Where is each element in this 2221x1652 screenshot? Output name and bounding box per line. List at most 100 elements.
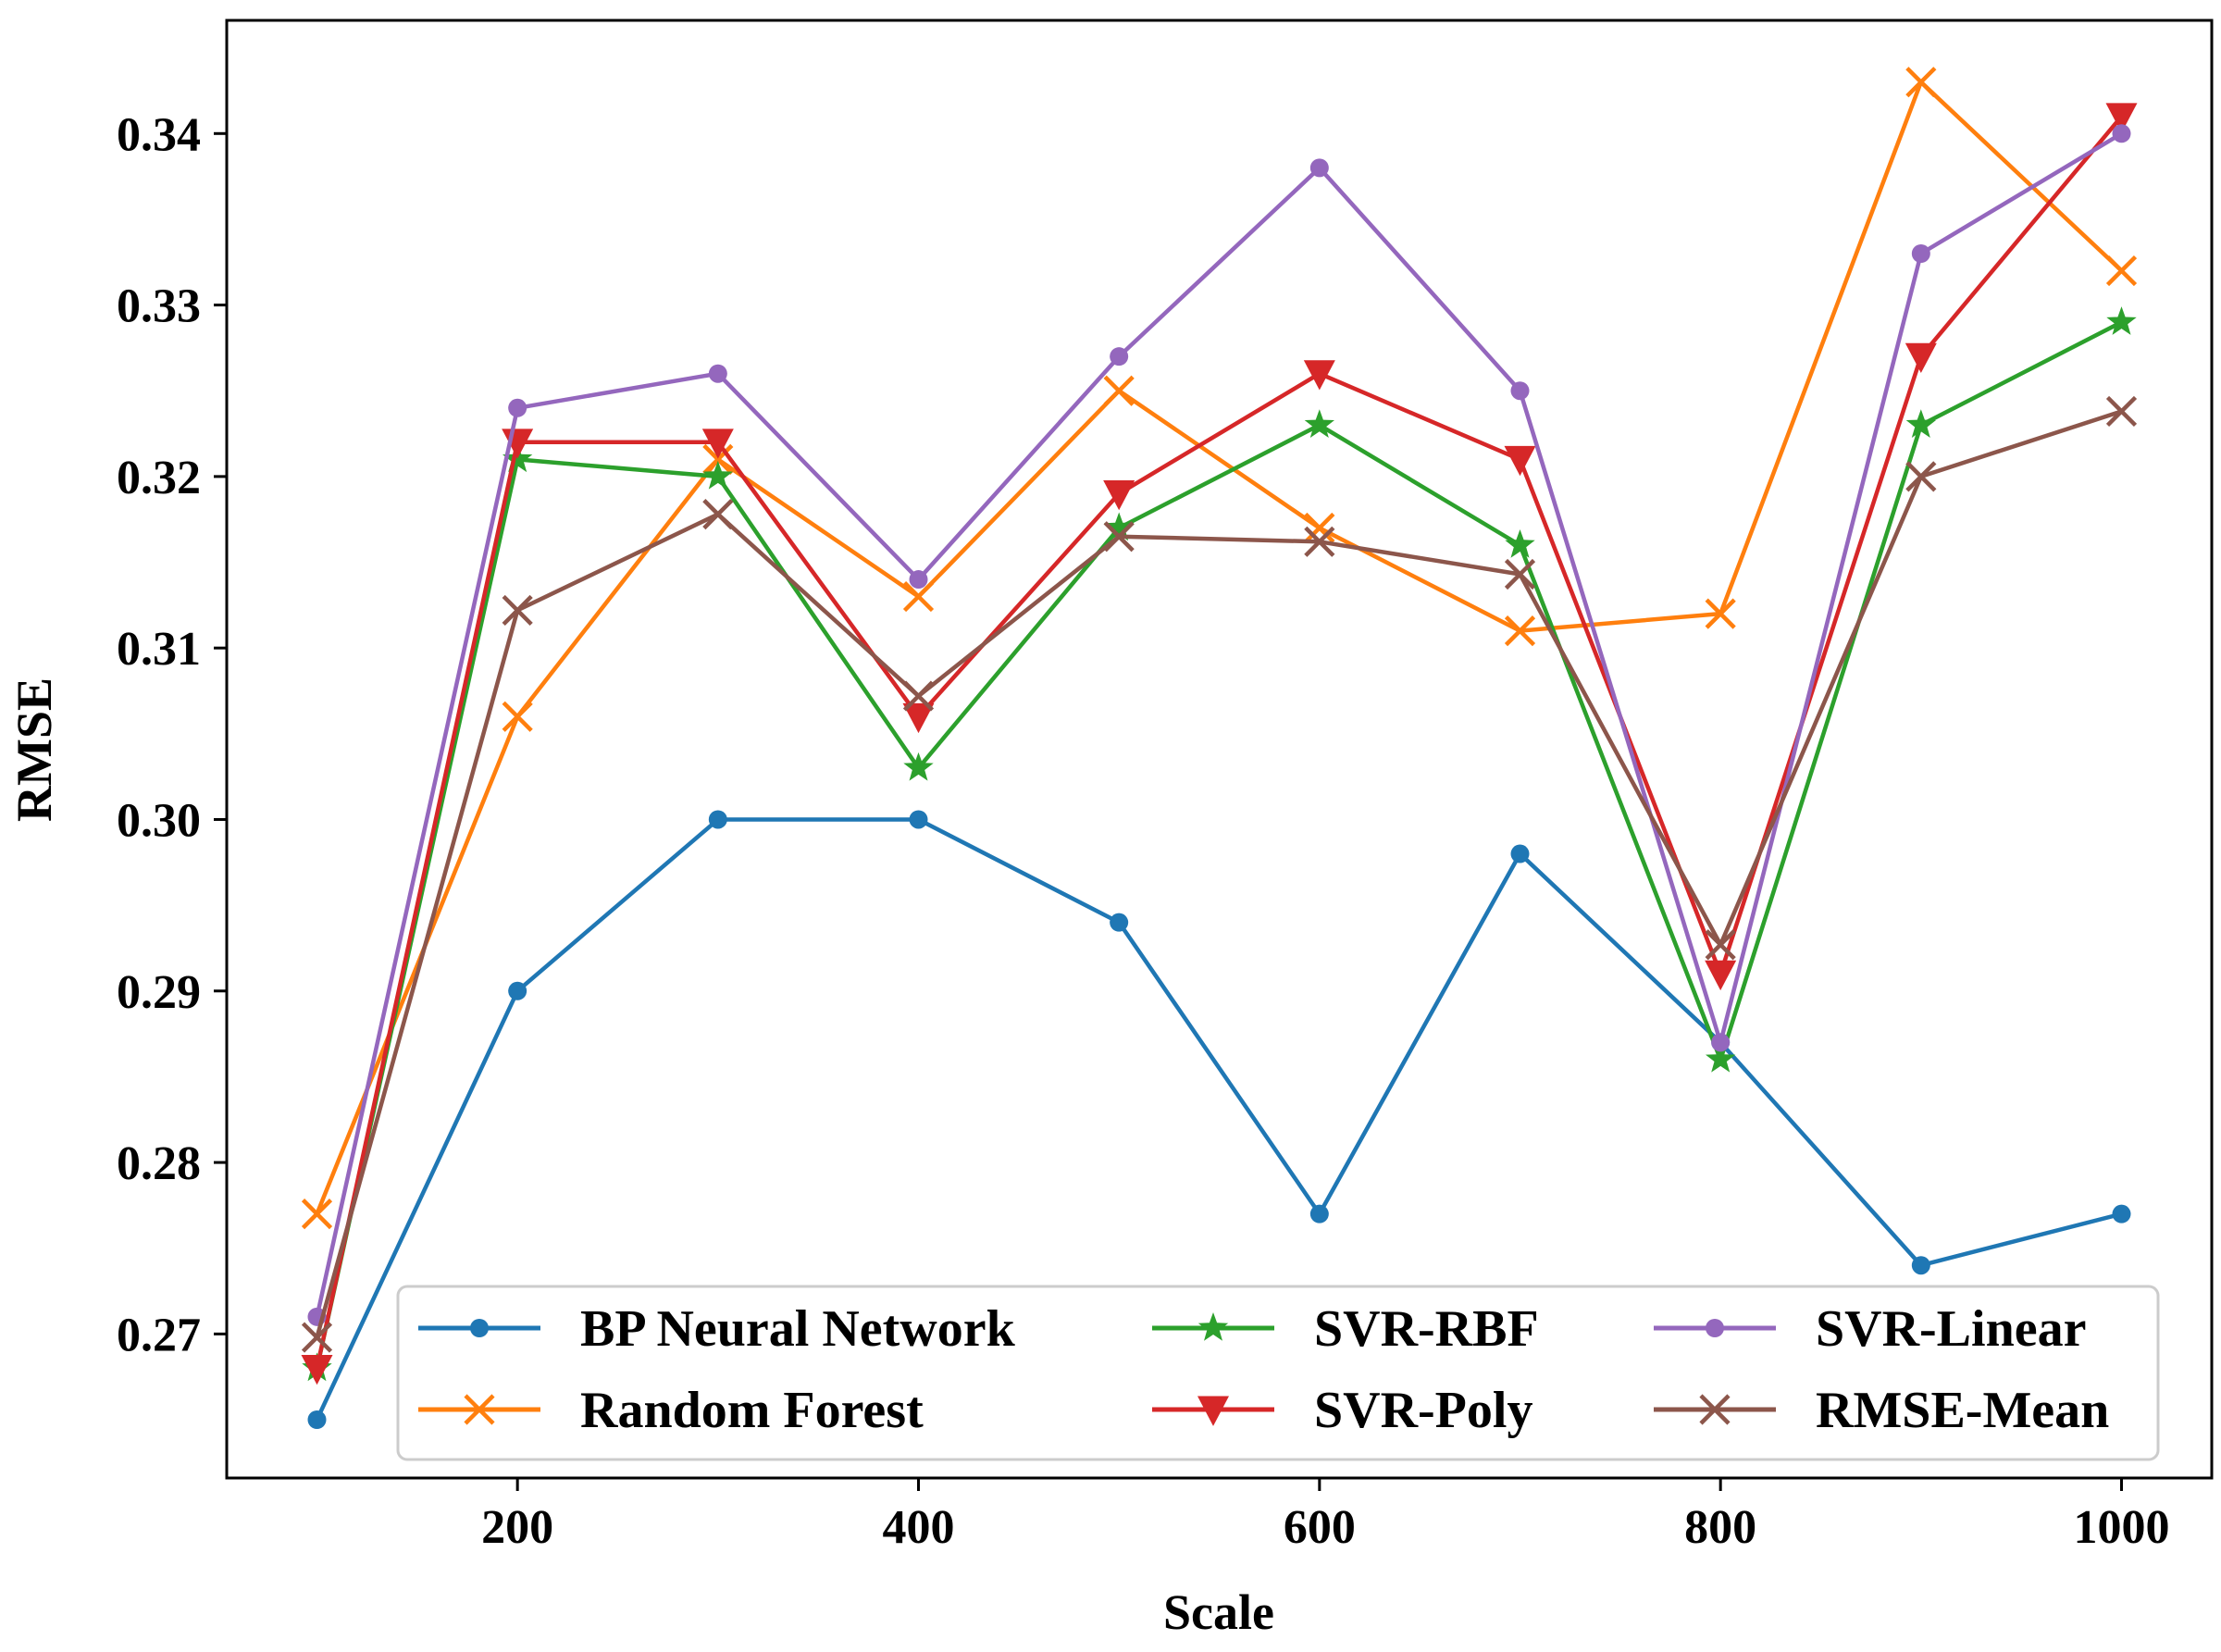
y-tick-label: 0.34 <box>117 108 201 161</box>
data-point-svr-linear <box>1711 1033 1731 1052</box>
y-axis: 0.27 0.28 0.29 0.30 0.31 0.32 0.33 0.34 <box>117 108 227 1361</box>
x-axis: 200 400 600 800 1000 <box>481 1478 2170 1554</box>
legend-label: Random Forest <box>580 1382 924 1439</box>
data-point-bp-neural-network <box>1510 844 1530 863</box>
data-point-svr-poly <box>1905 342 1937 374</box>
data-point-svr-poly <box>701 429 734 459</box>
x-tick-label: 400 <box>883 1501 955 1554</box>
legend-item-random-forest: Random Forest <box>418 1382 924 1439</box>
legend-item-rmse-mean: RMSE-Mean <box>1654 1382 2109 1439</box>
legend-label: SVR-Linear <box>1816 1300 2086 1358</box>
data-point-bp-neural-network <box>1309 1204 1329 1223</box>
data-point-svr-rbf <box>1505 529 1535 558</box>
data-point-svr-rbf <box>1304 409 1334 438</box>
legend-item-bp-neural-network: BP Neural Network <box>418 1300 1016 1358</box>
data-point-rmse-mean <box>301 1322 333 1353</box>
x-tick-label: 1000 <box>2074 1501 2170 1554</box>
data-point-svr-linear <box>708 364 727 383</box>
data-point-svr-rbf <box>1905 409 1936 438</box>
data-point-svr-linear <box>909 570 928 590</box>
legend-label: SVR-Poly <box>1314 1382 1532 1439</box>
y-tick-label: 0.31 <box>117 623 201 676</box>
legend-swatch-marker <box>1706 1319 1724 1337</box>
series-line-random-forest <box>315 80 2124 1215</box>
legend-swatch-marker <box>464 1394 495 1425</box>
legend: BP Neural Network Random Forest SVR-RBF SVR… <box>396 1285 2160 1461</box>
y-axis-label: RMSE <box>6 677 62 822</box>
data-point-svr-poly <box>1705 960 1737 991</box>
y-tick-label: 0.30 <box>117 794 201 847</box>
data-point-svr-poly <box>1504 445 1536 477</box>
data-point-rmse-mean <box>1705 929 1736 961</box>
legend-label: RMSE-Mean <box>1816 1382 2109 1439</box>
x-tick-label: 800 <box>1684 1501 1756 1554</box>
series-line-svr-rbf <box>315 320 2123 1369</box>
legend-item-svr-rbf: SVR-RBF <box>1152 1300 1539 1358</box>
data-point-rmse-mean <box>902 680 935 712</box>
data-point-svr-linear <box>1911 244 1930 263</box>
legend-label: BP Neural Network <box>580 1300 1016 1358</box>
data-point-svr-rbf <box>702 460 733 490</box>
data-point-random-forest <box>1905 67 1937 98</box>
series-svr-poly <box>301 103 2138 1385</box>
series-line-svr-poly <box>315 115 2124 1369</box>
data-point-svr-poly <box>2105 103 2138 133</box>
data-point-random-forest <box>502 701 533 732</box>
legend-swatch-marker <box>470 1319 489 1337</box>
data-point-rmse-mean <box>1304 526 1335 557</box>
legend-item-svr-linear: SVR-Linear <box>1654 1300 2086 1358</box>
data-point-svr-rbf <box>2106 306 2137 335</box>
data-point-rmse-mean <box>1905 461 1937 492</box>
series-svr-linear <box>307 124 2131 1326</box>
data-point-bp-neural-network <box>708 810 727 829</box>
series-random-forest <box>301 67 2138 1230</box>
data-point-bp-neural-network <box>1110 913 1129 932</box>
data-point-random-forest <box>1504 615 1536 647</box>
data-point-svr-linear <box>1309 158 1329 178</box>
x-axis-label: Scale <box>1163 1584 1274 1640</box>
data-point-svr-rbf <box>1104 512 1135 541</box>
data-point-svr-linear <box>1110 347 1129 366</box>
data-point-rmse-mean <box>702 499 734 530</box>
data-point-svr-linear <box>1510 381 1530 401</box>
series-layer <box>301 67 2138 1429</box>
x-tick-label: 200 <box>481 1501 553 1554</box>
data-point-random-forest <box>2105 255 2138 287</box>
data-point-random-forest <box>1705 598 1736 629</box>
data-point-svr-linear <box>2112 124 2131 143</box>
y-tick-label: 0.29 <box>117 966 201 1019</box>
data-point-random-forest <box>902 580 935 613</box>
legend-swatch-marker <box>1699 1394 1731 1425</box>
data-point-svr-poly <box>301 1354 333 1385</box>
x-tick-label: 600 <box>1284 1501 1356 1554</box>
data-point-rmse-mean <box>1103 521 1135 553</box>
data-point-svr-poly <box>1103 479 1135 511</box>
data-point-random-forest <box>702 443 734 475</box>
data-point-bp-neural-network <box>508 981 527 1000</box>
data-point-bp-neural-network <box>909 810 928 829</box>
data-point-svr-linear <box>508 398 527 417</box>
data-point-rmse-mean <box>1504 558 1536 590</box>
legend-item-svr-poly: SVR-Poly <box>1152 1382 1532 1439</box>
data-point-svr-rbf <box>903 751 934 781</box>
y-tick-label: 0.28 <box>117 1137 201 1190</box>
legend-swatch-marker <box>1197 1312 1229 1341</box>
data-point-random-forest <box>301 1199 333 1230</box>
data-point-bp-neural-network <box>2112 1204 2131 1223</box>
series-bp-neural-network <box>307 810 2131 1429</box>
series-rmse-mean <box>301 395 2138 1353</box>
data-point-random-forest <box>1304 512 1335 544</box>
y-tick-label: 0.27 <box>117 1309 201 1361</box>
data-point-bp-neural-network <box>307 1410 327 1429</box>
legend-label: SVR-RBF <box>1314 1300 1539 1358</box>
data-point-bp-neural-network <box>1911 1256 1930 1275</box>
data-point-svr-rbf <box>1706 1043 1736 1073</box>
legend-swatch-marker <box>1197 1396 1229 1426</box>
data-point-random-forest <box>1103 375 1135 406</box>
data-point-rmse-mean <box>502 594 533 627</box>
series-line-rmse-mean <box>315 409 2123 1338</box>
series-line-svr-linear <box>315 131 2123 1318</box>
data-point-svr-poly <box>902 702 935 734</box>
plot-frame <box>225 19 2214 1480</box>
